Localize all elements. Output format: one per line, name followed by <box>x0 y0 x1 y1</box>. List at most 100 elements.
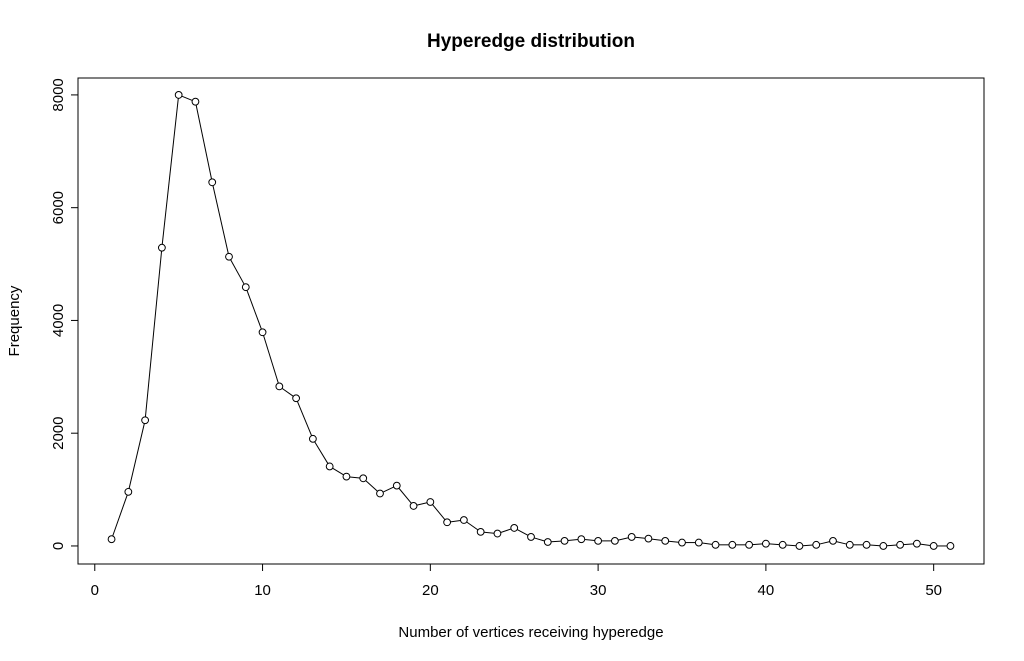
data-point <box>124 487 133 496</box>
data-point <box>694 538 703 547</box>
data-point <box>392 481 401 490</box>
series-line-segment <box>920 543 931 547</box>
data-point <box>426 498 435 506</box>
data-point <box>929 542 938 550</box>
data-point <box>157 243 166 252</box>
data-point <box>376 489 384 498</box>
series-line-segment <box>903 543 914 546</box>
data-point <box>946 542 955 550</box>
data-point <box>241 283 250 292</box>
data-point <box>107 535 116 544</box>
data-point <box>644 534 653 543</box>
y-axis: 0 2000 4000 6000 8000 <box>50 78 79 550</box>
data-point <box>678 538 686 547</box>
series-line-segment <box>112 494 128 537</box>
series-line-segment <box>752 543 763 546</box>
data-point <box>560 536 569 545</box>
data-point <box>342 472 351 481</box>
data-point <box>258 328 267 337</box>
data-point <box>476 527 485 536</box>
series-line-segment <box>195 104 213 180</box>
y-tick-label: 2000 <box>50 417 67 450</box>
data-point <box>627 533 636 541</box>
series-line-segment <box>466 521 479 531</box>
series-line-segment <box>432 504 446 520</box>
series-line-segment <box>551 540 562 543</box>
series-line-segment <box>365 480 378 492</box>
series-line-segment <box>819 541 830 545</box>
data-point <box>745 540 754 549</box>
series-line-segment <box>618 537 629 541</box>
x-tick-label: 30 <box>590 582 607 599</box>
data-point <box>325 462 334 471</box>
data-point <box>896 540 905 549</box>
y-tick-label: 0 <box>50 542 67 550</box>
series-line-segment <box>534 537 545 542</box>
series-line-segment <box>886 544 897 547</box>
data-point <box>208 178 217 187</box>
series-line-segment <box>668 540 679 543</box>
data-point <box>577 535 586 544</box>
series-line-segment <box>349 476 360 479</box>
data-point <box>829 536 837 545</box>
series-line-segment <box>416 502 428 506</box>
data-point <box>443 518 452 527</box>
data-point <box>594 536 603 545</box>
data-point <box>812 540 821 549</box>
data-point <box>543 538 552 546</box>
series-line-segment <box>296 401 313 436</box>
data-point <box>292 394 301 403</box>
series-line-segment <box>181 95 193 101</box>
x-tick-label: 50 <box>925 582 942 599</box>
series-line-segment <box>332 467 344 476</box>
series-line-segment <box>281 387 294 397</box>
data-point <box>275 382 284 391</box>
series-line-segment <box>212 185 229 254</box>
data-point <box>610 536 619 545</box>
data-point <box>912 539 921 548</box>
series-line-segment <box>314 441 329 464</box>
x-tick-label: 10 <box>254 582 271 599</box>
x-tick-label: 40 <box>758 582 775 599</box>
data-point <box>879 542 888 550</box>
series-line-segment <box>483 531 495 534</box>
data-point <box>862 540 871 549</box>
y-axis-label: Frequency <box>6 285 23 356</box>
series-line-segment <box>869 544 880 547</box>
series-line-segment <box>382 486 394 493</box>
data-point <box>661 536 670 545</box>
series-line-segment <box>500 528 512 533</box>
series-line-segment <box>584 539 595 542</box>
data-point <box>409 502 418 510</box>
data-point <box>761 539 770 548</box>
data-point <box>795 542 804 550</box>
data-point <box>845 540 854 549</box>
series-line-segment <box>263 335 279 384</box>
y-tick-label: 4000 <box>50 304 67 337</box>
x-tick-label: 0 <box>91 582 99 599</box>
x-axis: 0 10 20 30 40 50 <box>91 563 942 599</box>
series-line-segment <box>161 98 179 245</box>
series-layer <box>107 91 955 550</box>
series-line-segment <box>516 529 529 536</box>
series-line-segment <box>567 539 579 542</box>
data-point <box>359 474 368 483</box>
series-line-segment <box>144 251 163 417</box>
data-point <box>711 540 720 549</box>
data-point <box>174 91 183 99</box>
series-line-segment <box>786 544 797 547</box>
chart-title: Hyperedge distribution <box>427 31 635 52</box>
data-point <box>527 533 535 541</box>
data-point <box>308 434 317 443</box>
series-line-segment <box>769 543 780 546</box>
data-point <box>191 97 200 106</box>
data-point <box>778 540 787 549</box>
data-point <box>459 516 468 524</box>
series-line-segment <box>128 423 145 489</box>
x-axis-label: Number of vertices receiving hyperedge <box>398 624 663 641</box>
series-line-segment <box>651 538 662 541</box>
series-line-segment <box>230 259 245 285</box>
series-line-segment <box>398 487 412 504</box>
series-line-segment <box>702 542 713 545</box>
